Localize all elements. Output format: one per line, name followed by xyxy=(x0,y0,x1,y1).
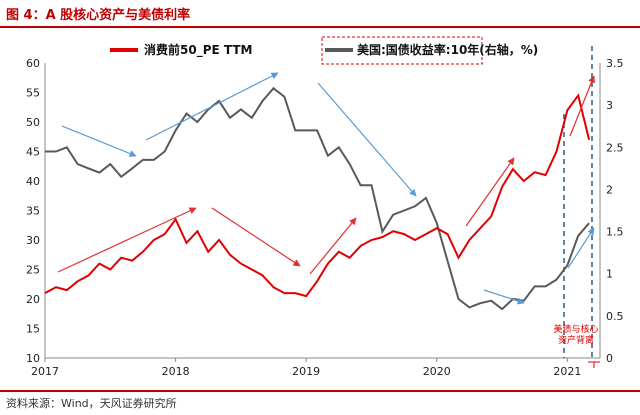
x-tick-label: 2018 xyxy=(162,365,190,378)
annotation-text-line1: 美债与核心 xyxy=(553,323,598,335)
x-tick-label: 2017 xyxy=(31,365,59,378)
left-tick-label: 10 xyxy=(26,352,40,365)
right-tick-label: 3.5 xyxy=(606,57,624,70)
left-tick-label: 55 xyxy=(26,87,40,100)
right-tick-label: 2 xyxy=(606,183,613,196)
trend-arrow-red-4 xyxy=(465,157,515,227)
legend-highlight-box xyxy=(321,36,483,65)
left-tick-label: 35 xyxy=(26,205,40,218)
annotation-bracket xyxy=(588,361,600,368)
figure-title-bar: 图 4：A 股核心资产与美债利率 xyxy=(0,0,640,28)
trend-arrow-red-1 xyxy=(57,207,197,273)
left-tick-label: 30 xyxy=(26,234,40,247)
trend-arrow-blue-3 xyxy=(317,82,417,197)
x-tick-label: 2021 xyxy=(553,365,581,378)
x-axis-ticks: 2017 2018 2019 2020 2021 xyxy=(31,358,581,378)
right-tick-label: 1.5 xyxy=(606,226,624,239)
chart: 消费前50_PE TTM 美国:国债收益率:10年(右轴，%) 10152025… xyxy=(26,36,624,378)
left-tick-label: 45 xyxy=(26,146,40,159)
left-tick-label: 40 xyxy=(26,175,40,188)
left-tick-label: 50 xyxy=(26,116,40,129)
legend-label-consumer: 消费前50_PE TTM xyxy=(144,42,252,58)
legend: 消费前50_PE TTM 美国:国债收益率:10年(右轴，%) xyxy=(110,36,538,65)
trend-arrows-treasury xyxy=(61,72,595,305)
trend-arrows-consumer xyxy=(57,75,595,275)
figure-title: 图 4：A 股核心资产与美债利率 xyxy=(6,8,191,23)
right-axis-ticks: 0 0.5 1 1.5 2 2.5 3 3.5 xyxy=(606,57,624,365)
series-line-consumer xyxy=(44,93,591,298)
source-bar: 资料来源：Wind，天风证券研究所 xyxy=(0,390,640,415)
right-tick-label: 1 xyxy=(606,268,613,281)
right-tick-label: 0.5 xyxy=(606,310,624,323)
right-tick-label: 0 xyxy=(606,352,613,365)
trend-arrow-red-5 xyxy=(569,75,595,137)
left-tick-label: 25 xyxy=(26,264,40,277)
legend-label-treasury: 美国:国债收益率:10年(右轴，%) xyxy=(357,42,538,57)
series-line-treasury xyxy=(45,86,590,311)
trend-arrow-blue-4 xyxy=(483,289,525,305)
trend-arrow-red-3 xyxy=(309,217,357,275)
left-tick-label: 20 xyxy=(26,293,40,306)
left-tick-label: 60 xyxy=(26,57,40,70)
trend-arrow-blue-1 xyxy=(61,125,137,157)
trend-arrow-red-2 xyxy=(211,207,301,267)
left-tick-label: 15 xyxy=(26,323,40,336)
left-axis-ticks: 10 15 20 25 30 35 40 45 50 55 60 xyxy=(26,57,40,365)
trend-arrow-blue-5 xyxy=(567,227,595,269)
trend-arrow-blue-2 xyxy=(145,72,279,141)
right-tick-label: 2.5 xyxy=(606,141,624,154)
x-tick-label: 2019 xyxy=(292,365,320,378)
figure-source: 资料来源：Wind，天风证券研究所 xyxy=(6,397,177,410)
right-tick-label: 3 xyxy=(606,99,613,112)
x-tick-label: 2020 xyxy=(423,365,451,378)
annotation-text-line2: 资产背离 xyxy=(558,334,594,346)
